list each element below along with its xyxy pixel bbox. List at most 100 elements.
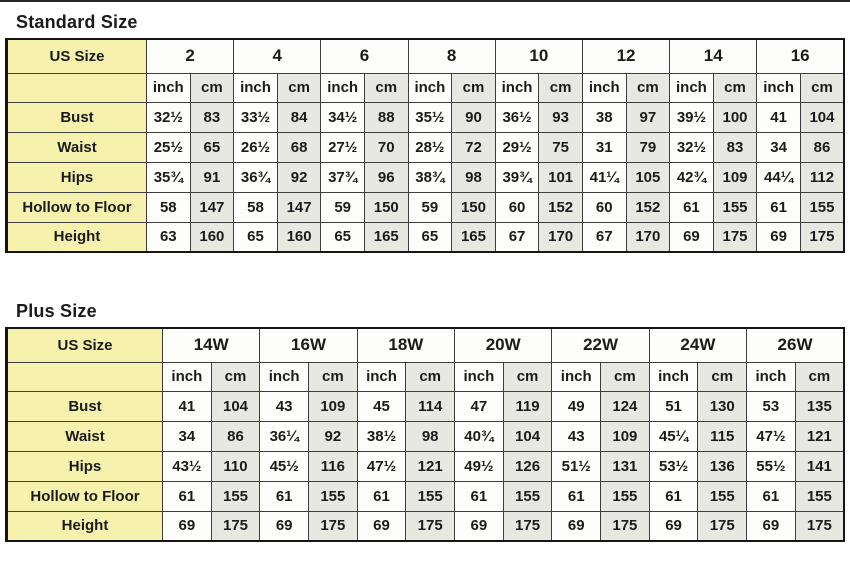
cm-value-cell: 152 [625, 191, 671, 223]
inch-unit-header-cell: inch [669, 72, 714, 103]
size-header-cell: 12 [581, 38, 671, 74]
size-header-cell: 24W [648, 327, 748, 363]
cm-value-cell: 104 [799, 101, 845, 133]
inch-value-cell: 47½ [356, 450, 407, 482]
cm-value-cell: 131 [600, 450, 650, 482]
cm-unit-header-cell: cm [697, 361, 748, 392]
measurement-row: Height 69 175 69 175 69 175 69 175 69 175 69 175 69 17… [6, 510, 845, 542]
cm-value-cell: 175 [308, 510, 358, 542]
cm-unit-header-cell: cm [363, 72, 409, 103]
inch-value-cell: 58 [146, 191, 191, 223]
cm-value-cell: 92 [276, 161, 322, 193]
cm-value-cell: 165 [363, 221, 409, 253]
cm-value-cell: 84 [276, 101, 322, 133]
cm-value-cell: 175 [210, 510, 261, 542]
inch-unit-header-cell: inch [746, 361, 796, 392]
inch-unit-header-cell: inch [648, 361, 699, 392]
blank-corner-cell [6, 361, 163, 392]
inch-value-cell: 29½ [494, 131, 540, 163]
inch-value-cell: 33½ [233, 101, 278, 133]
inch-value-cell: 41¼ [581, 161, 627, 193]
plus-size-section: Plus Size US Size 14W 16W 18W 20W 22W 24W 26W in… [5, 301, 845, 542]
inch-value-cell: 59 [407, 191, 453, 223]
inch-value-cell: 65 [407, 221, 453, 253]
cm-value-cell: 110 [210, 450, 261, 482]
plus-size-table: US Size 14W 16W 18W 20W 22W 24W 26W inch cm inch cm… [5, 327, 845, 542]
measurement-row: Bust 41 104 43 109 45 114 47 119 49 124 51 130 53 135 [6, 390, 845, 422]
inch-value-cell: 47½ [746, 420, 796, 452]
inch-value-cell: 49½ [454, 450, 504, 482]
inch-value-cell: 61 [756, 191, 801, 223]
cm-value-cell: 90 [451, 101, 496, 133]
inch-value-cell: 43½ [162, 450, 212, 482]
cm-unit-header-cell: cm [308, 361, 358, 392]
inch-unit-header-cell: inch [407, 72, 453, 103]
row-label-cell: Bust [6, 101, 147, 133]
cm-value-cell: 155 [405, 480, 456, 512]
inch-value-cell: 39¾ [494, 161, 540, 193]
inch-value-cell: 69 [648, 510, 699, 542]
cm-value-cell: 155 [799, 191, 845, 223]
cm-value-cell: 147 [276, 191, 322, 223]
cm-unit-header-cell: cm [625, 72, 671, 103]
cm-value-cell: 104 [502, 420, 553, 452]
cm-value-cell: 147 [189, 191, 235, 223]
cm-unit-header-cell: cm [210, 361, 261, 392]
inch-unit-header-cell: inch [494, 72, 540, 103]
inch-value-cell: 53½ [648, 450, 699, 482]
cm-value-cell: 126 [502, 450, 553, 482]
cm-value-cell: 175 [405, 510, 456, 542]
inch-value-cell: 69 [356, 510, 407, 542]
cm-value-cell: 83 [189, 101, 235, 133]
inch-value-cell: 59 [320, 191, 365, 223]
inch-value-cell: 32½ [146, 101, 191, 133]
cm-unit-header-cell: cm [276, 72, 322, 103]
cm-value-cell: 155 [210, 480, 261, 512]
measurement-row: Hips 35¾ 91 36¾ 92 37¾ 96 38¾ 98 39¾ 101 41¼ 105 42¾ 1… [6, 161, 845, 193]
inch-value-cell: 69 [669, 221, 714, 253]
cm-value-cell: 86 [210, 420, 261, 452]
inch-value-cell: 65 [320, 221, 365, 253]
cm-value-cell: 155 [794, 480, 845, 512]
cm-unit-header-cell: cm [189, 72, 235, 103]
cm-value-cell: 155 [697, 480, 748, 512]
cm-value-cell: 135 [794, 390, 845, 422]
cm-value-cell: 155 [502, 480, 553, 512]
inch-value-cell: 55½ [746, 450, 796, 482]
inch-unit-header-cell: inch [146, 72, 191, 103]
blank-corner-cell [6, 72, 147, 103]
inch-value-cell: 69 [259, 510, 310, 542]
cm-value-cell: 115 [697, 420, 748, 452]
inch-value-cell: 58 [233, 191, 278, 223]
measurement-row: Height 63 160 65 160 65 165 65 165 67 170 67 170 69 17… [6, 221, 845, 253]
inch-value-cell: 44¼ [756, 161, 801, 193]
cm-value-cell: 150 [363, 191, 409, 223]
inch-value-cell: 45½ [259, 450, 310, 482]
inch-value-cell: 41 [162, 390, 212, 422]
size-header-cell: 16W [259, 327, 358, 363]
cm-value-cell: 104 [210, 390, 261, 422]
cm-value-cell: 150 [451, 191, 496, 223]
size-header-cell: 14W [161, 327, 261, 363]
cm-value-cell: 155 [600, 480, 650, 512]
inch-value-cell: 27½ [320, 131, 365, 163]
inch-value-cell: 38¾ [407, 161, 453, 193]
cm-value-cell: 175 [697, 510, 748, 542]
inch-value-cell: 69 [756, 221, 801, 253]
row-label-cell: Hips [6, 450, 163, 482]
cm-value-cell: 93 [538, 101, 583, 133]
inch-unit-header-cell: inch [756, 72, 801, 103]
size-header-cell: 8 [407, 38, 496, 74]
inch-value-cell: 35¾ [146, 161, 191, 193]
size-header-cell: 4 [233, 38, 322, 74]
cm-value-cell: 109 [308, 390, 358, 422]
us-size-corner-cell: US Size [6, 327, 163, 363]
row-label-cell: Bust [6, 390, 163, 422]
inch-value-cell: 61 [669, 191, 714, 223]
cm-value-cell: 155 [308, 480, 358, 512]
size-header-cell: 18W [356, 327, 456, 363]
cm-value-cell: 165 [451, 221, 496, 253]
cm-value-cell: 98 [405, 420, 456, 452]
cm-value-cell: 175 [794, 510, 845, 542]
row-label-cell: Hips [6, 161, 147, 193]
